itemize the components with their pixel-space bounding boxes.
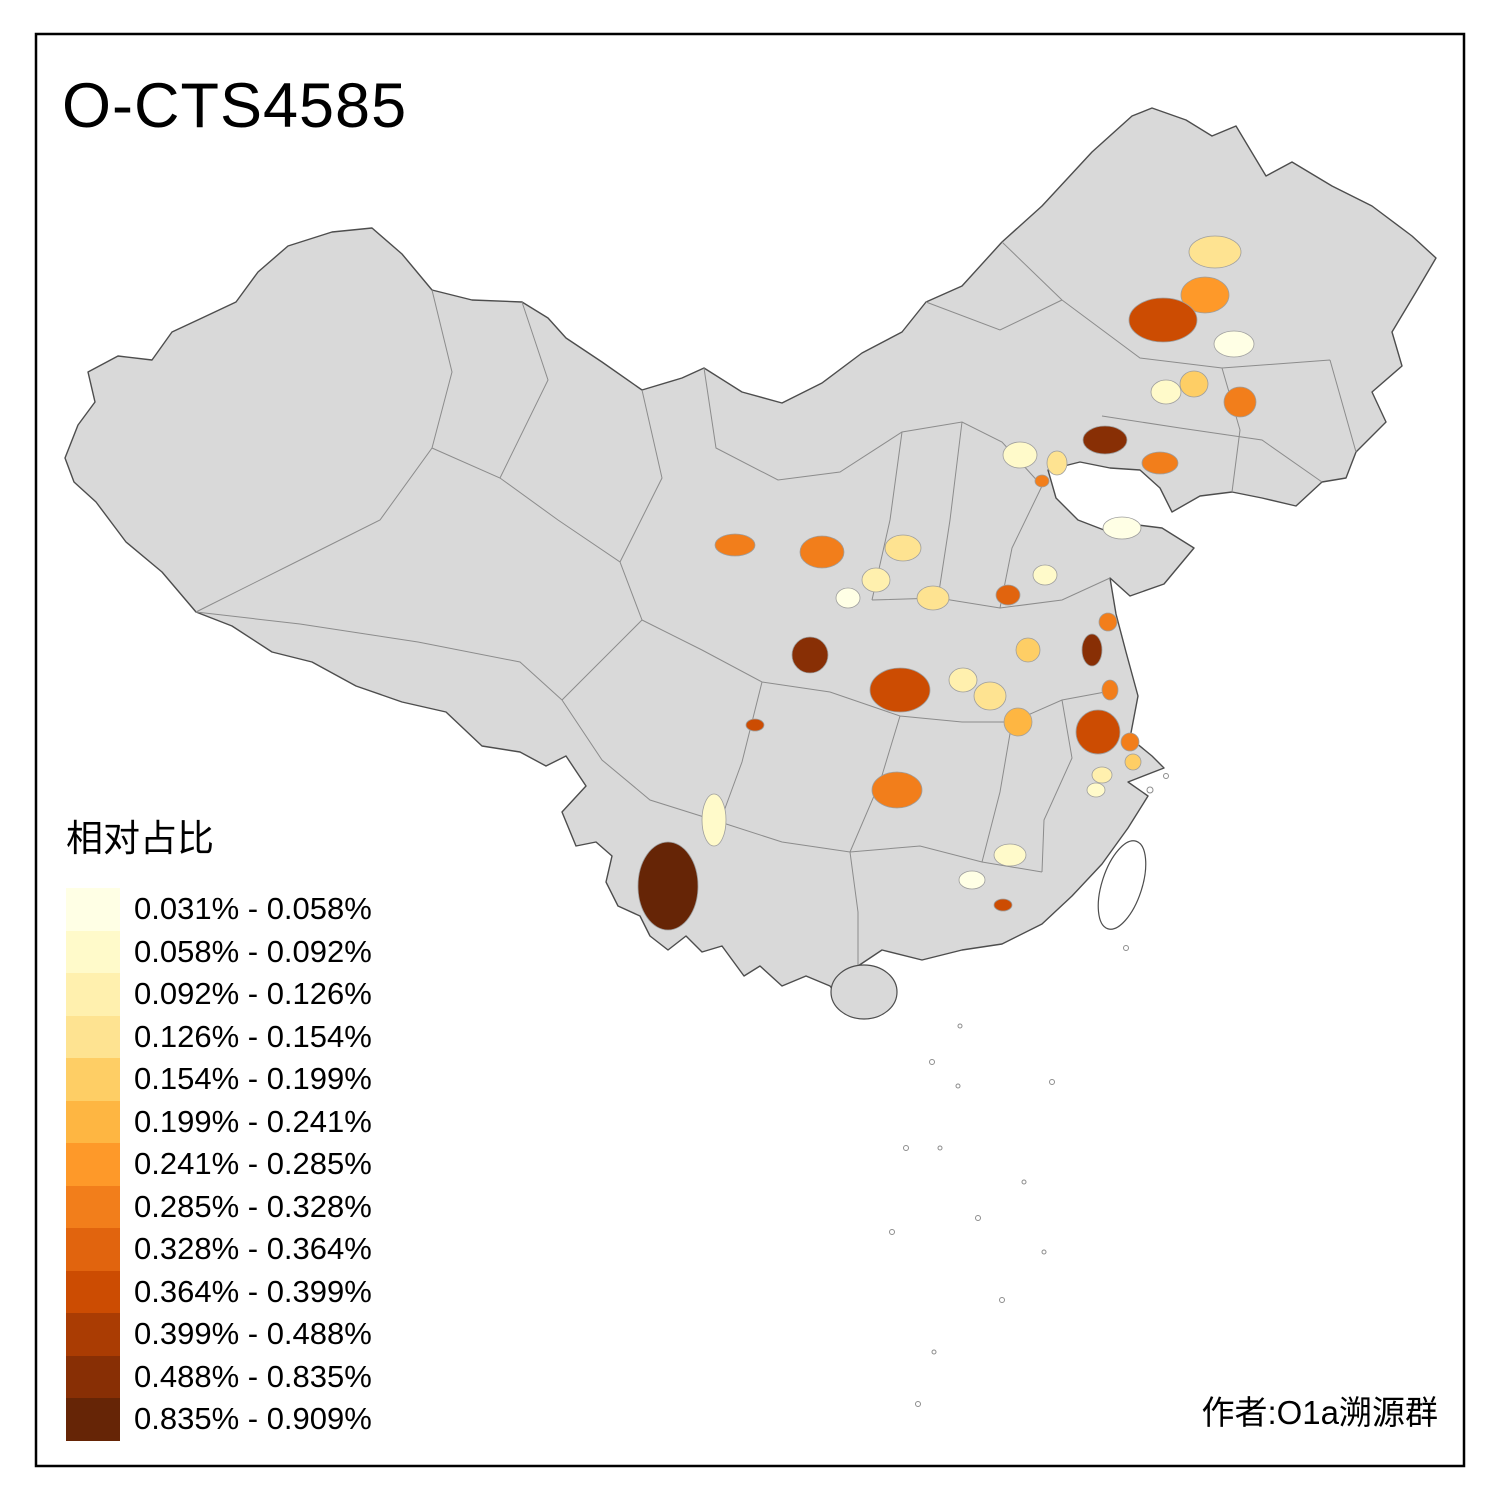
legend-entry: 0.241% - 0.285%	[66, 1143, 372, 1186]
legend-entry: 0.126% - 0.154%	[66, 1015, 372, 1058]
legend-swatch	[66, 1100, 120, 1143]
map-region-sc-dot	[745, 718, 765, 732]
legend-swatch	[66, 930, 120, 973]
legend-label: 0.031% - 0.058%	[134, 891, 372, 927]
legend-swatch	[66, 1228, 120, 1271]
taiwan-island	[1097, 840, 1147, 930]
map-region-ln-shenyang	[1082, 425, 1128, 455]
legend-swatch	[66, 973, 120, 1016]
legend-entry: 0.285% - 0.328%	[66, 1185, 372, 1228]
hainan-island	[830, 964, 898, 1020]
legend-swatch	[66, 1270, 120, 1313]
legend-entry: 0.199% - 0.241%	[66, 1100, 372, 1143]
legend-label: 0.092% - 0.126%	[134, 976, 372, 1012]
map-region-heb-dot	[1034, 474, 1050, 488]
legend-entry: 0.031% - 0.058%	[66, 888, 372, 931]
legend-label: 0.199% - 0.241%	[134, 1103, 372, 1139]
map-region-bj-beijing	[1002, 441, 1038, 469]
map-region-jl-yanbian	[1223, 386, 1257, 418]
map-region-yunnan-sw	[637, 841, 699, 931]
legend-label: 0.328% - 0.364%	[134, 1231, 372, 1267]
legend-swatch	[66, 1143, 120, 1186]
map-region-zj-south2	[1086, 782, 1106, 798]
map-region-gd-west	[958, 870, 986, 890]
map-region-sd-coast	[1102, 516, 1142, 540]
legend-entry: 0.328% - 0.364%	[66, 1228, 372, 1271]
legend-label: 0.126% - 0.154%	[134, 1018, 372, 1054]
map-region-zj-south1	[1091, 766, 1113, 784]
map-region-guizhou-strip	[701, 793, 727, 847]
legend-swatch	[66, 1185, 120, 1228]
legend-swatch	[66, 1313, 120, 1356]
legend-entry: 0.399% - 0.488%	[66, 1313, 372, 1356]
map-region-shanxi-mid	[799, 535, 845, 569]
legend-swatch	[66, 888, 120, 931]
map-region-hubei-main	[869, 667, 931, 713]
region-layer	[637, 235, 1257, 931]
legend-entry: 0.154% - 0.199%	[66, 1058, 372, 1101]
legend-entry: 0.488% - 0.835%	[66, 1355, 372, 1398]
legend-entry: 0.092% - 0.126%	[66, 973, 372, 1016]
map-region-sh-shanghai	[1101, 679, 1119, 701]
legend-entries: 0.031% - 0.058% 0.058% - 0.092% 0.092% - 0…	[66, 888, 372, 1441]
map-region-gd-north	[993, 843, 1027, 867]
attribution: 作者:O1a溯源群	[1201, 1394, 1438, 1431]
plot-frame	[34, 32, 1466, 1468]
legend-label: 0.058% - 0.092%	[134, 933, 372, 969]
map-region-js-nanjing	[1081, 633, 1103, 667]
legend-label: 0.835% - 0.909%	[134, 1401, 372, 1437]
map-region-hubei-east1	[948, 667, 978, 693]
legend-swatch	[66, 1015, 120, 1058]
legend-title: 相对占比	[66, 818, 214, 859]
map-region-anhui-north	[1015, 637, 1041, 663]
south-china-sea-islands	[889, 773, 1169, 1407]
map-region-hebei-south	[1032, 564, 1058, 586]
map-region-shaanxi-south	[835, 587, 861, 609]
map-region-anhui-south	[1003, 707, 1033, 737]
map-region-zj-main	[1075, 709, 1121, 755]
map-region-tj-tianjin	[1046, 450, 1068, 476]
map-region-js-north	[1098, 612, 1118, 632]
legend-swatch	[66, 1058, 120, 1101]
map-region-zj-southeast	[1124, 753, 1142, 771]
map-region-hl-harbin	[1128, 297, 1198, 343]
legend-label: 0.285% - 0.328%	[134, 1188, 372, 1224]
map-region-henan-nw	[884, 534, 922, 562]
legend-label: 0.154% - 0.199%	[134, 1061, 372, 1097]
map-region-hl-nenjiang	[1188, 235, 1242, 269]
map-region-henan-east	[995, 584, 1021, 606]
map-region-hubei-east2	[973, 681, 1007, 711]
map-region-henan-mid	[916, 585, 950, 611]
map-region-zj-east	[1120, 732, 1140, 752]
map-region-jl-changchun	[1179, 370, 1209, 398]
legend-entry: 0.835% - 0.909%	[66, 1398, 372, 1441]
legend-label: 0.364% - 0.399%	[134, 1273, 372, 1309]
map-region-hunan-west	[871, 771, 923, 809]
legend-label: 0.488% - 0.835%	[134, 1358, 372, 1394]
legend-label: 0.241% - 0.285%	[134, 1146, 372, 1182]
legend: 相对占比 0.031% - 0.058% 0.058% - 0.092% 0.092…	[66, 808, 372, 1441]
legend-label: 0.399% - 0.488%	[134, 1316, 372, 1352]
legend-swatch	[66, 1355, 120, 1398]
map-region-ln-dandong	[1141, 451, 1179, 475]
map-region-shaanxi-mid	[861, 567, 891, 593]
legend-swatch	[66, 1398, 120, 1441]
legend-entry: 0.058% - 0.092%	[66, 930, 372, 973]
map-region-gd-dot	[993, 898, 1013, 912]
map-region-hl-suihua	[1180, 276, 1230, 314]
map-region-jl-west-pale	[1150, 379, 1182, 405]
map-region-sc-chengdu	[791, 636, 829, 674]
map-region-shaanxi-north	[714, 533, 756, 557]
map-title: O-CTS4585	[62, 71, 408, 141]
map-region-hl-east-pale	[1213, 330, 1255, 358]
legend-entry: 0.364% - 0.399%	[66, 1270, 372, 1313]
